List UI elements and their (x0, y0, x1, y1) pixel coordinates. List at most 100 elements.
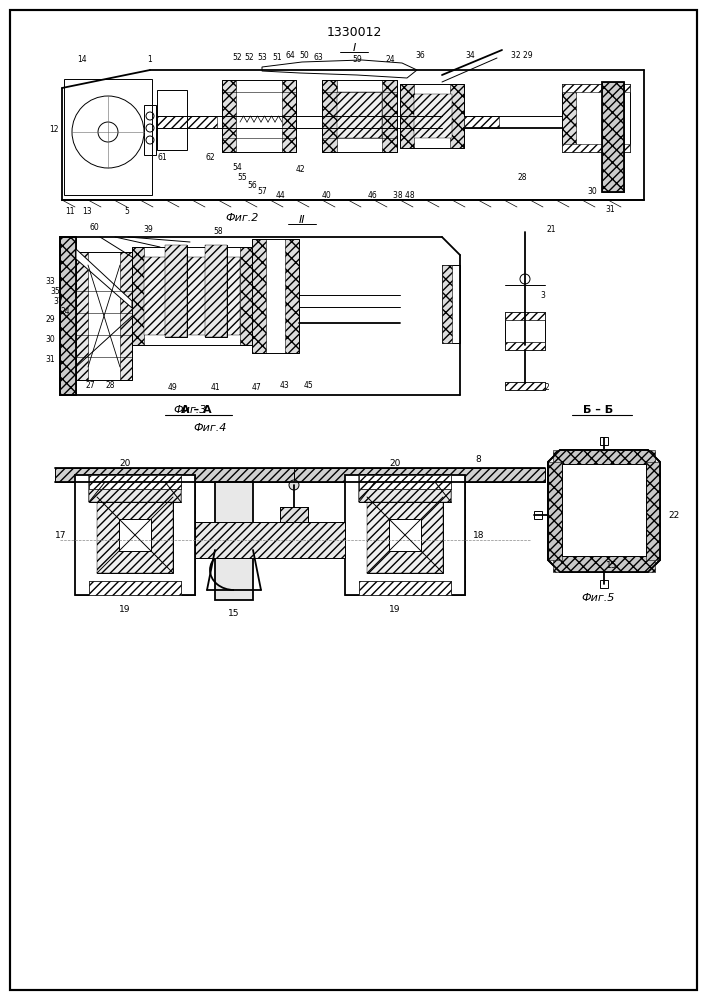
Bar (442, 265, 452, 343)
Bar (120, 252, 132, 380)
Bar (451, 489, 465, 581)
Bar (553, 450, 655, 466)
Text: 17: 17 (55, 530, 66, 540)
Bar (400, 84, 464, 148)
Polygon shape (548, 450, 660, 572)
Text: 54: 54 (232, 163, 242, 172)
Text: 38 48: 38 48 (393, 192, 415, 200)
Text: Фиг.4: Фиг.4 (193, 423, 227, 433)
Text: 49: 49 (167, 382, 177, 391)
Bar (75, 581, 195, 595)
Bar (505, 382, 545, 390)
Text: 57: 57 (257, 188, 267, 196)
Bar (165, 245, 187, 337)
Bar (505, 312, 545, 320)
Text: 24: 24 (60, 308, 70, 316)
Bar (505, 312, 545, 350)
Bar (382, 80, 397, 152)
Polygon shape (359, 475, 451, 502)
Bar (132, 247, 252, 345)
Text: 3: 3 (541, 290, 545, 300)
Text: 51: 51 (272, 53, 282, 62)
Bar (450, 84, 464, 148)
Text: Фиг.5: Фиг.5 (581, 593, 614, 603)
Bar (359, 475, 451, 489)
Text: I: I (352, 43, 356, 53)
Text: 31: 31 (45, 356, 55, 364)
Bar (646, 462, 660, 560)
Bar (442, 265, 460, 343)
Bar (222, 80, 236, 152)
Bar (505, 342, 545, 350)
Text: II: II (299, 215, 305, 225)
Text: 11: 11 (65, 208, 75, 217)
Bar (76, 252, 132, 380)
Text: 1330012: 1330012 (327, 25, 382, 38)
Bar (132, 247, 144, 345)
Text: 55: 55 (237, 174, 247, 182)
Text: 37: 37 (53, 298, 63, 306)
Bar (252, 239, 299, 353)
Bar (89, 581, 181, 595)
Bar (345, 475, 465, 595)
Bar (562, 84, 630, 152)
Bar (534, 511, 542, 519)
Bar (414, 94, 452, 138)
Text: 5: 5 (124, 208, 129, 217)
Text: 62: 62 (205, 153, 215, 162)
Bar (367, 497, 443, 573)
Bar (181, 489, 195, 581)
Text: 46: 46 (367, 192, 377, 200)
Bar (144, 257, 240, 335)
Bar (505, 382, 545, 390)
Text: 36: 36 (415, 51, 425, 60)
Bar (359, 475, 451, 489)
Bar (205, 245, 227, 337)
Bar (553, 556, 655, 572)
Bar (562, 84, 576, 152)
Text: 40: 40 (322, 192, 332, 200)
Bar (602, 82, 624, 192)
Bar (157, 90, 187, 150)
Text: 31: 31 (605, 206, 615, 215)
Bar (76, 252, 88, 380)
Bar (119, 519, 151, 551)
Text: 8: 8 (475, 456, 481, 464)
Text: 19: 19 (390, 604, 401, 613)
Bar (222, 80, 296, 152)
Text: 22: 22 (668, 510, 679, 520)
Text: 32 29: 32 29 (511, 51, 533, 60)
Bar (400, 84, 414, 148)
Polygon shape (76, 249, 132, 308)
Bar (600, 580, 608, 588)
Text: 15: 15 (228, 609, 240, 618)
Text: 39: 39 (143, 225, 153, 233)
Text: 63: 63 (313, 53, 323, 62)
Bar (337, 92, 382, 138)
Bar (157, 116, 217, 128)
Bar (562, 144, 630, 152)
Bar (359, 581, 451, 595)
Bar (205, 245, 227, 337)
Bar (89, 581, 181, 595)
Bar (195, 522, 345, 558)
Bar (322, 80, 337, 152)
Text: 30: 30 (45, 336, 55, 344)
Text: 13: 13 (82, 208, 92, 217)
Bar (562, 464, 646, 556)
Bar (602, 82, 624, 192)
Text: 58: 58 (214, 227, 223, 235)
Text: 50: 50 (299, 51, 309, 60)
Bar (89, 475, 181, 502)
Text: Фиг.2: Фиг.2 (226, 213, 259, 223)
Bar (97, 497, 173, 573)
Text: 52: 52 (232, 53, 242, 62)
Bar (322, 80, 397, 152)
Bar (464, 116, 499, 128)
Bar (89, 475, 181, 489)
Bar (89, 475, 181, 489)
Text: А – А: А – А (181, 405, 211, 415)
Text: 60: 60 (89, 223, 99, 232)
Text: 29: 29 (45, 316, 55, 324)
Bar (75, 475, 195, 489)
